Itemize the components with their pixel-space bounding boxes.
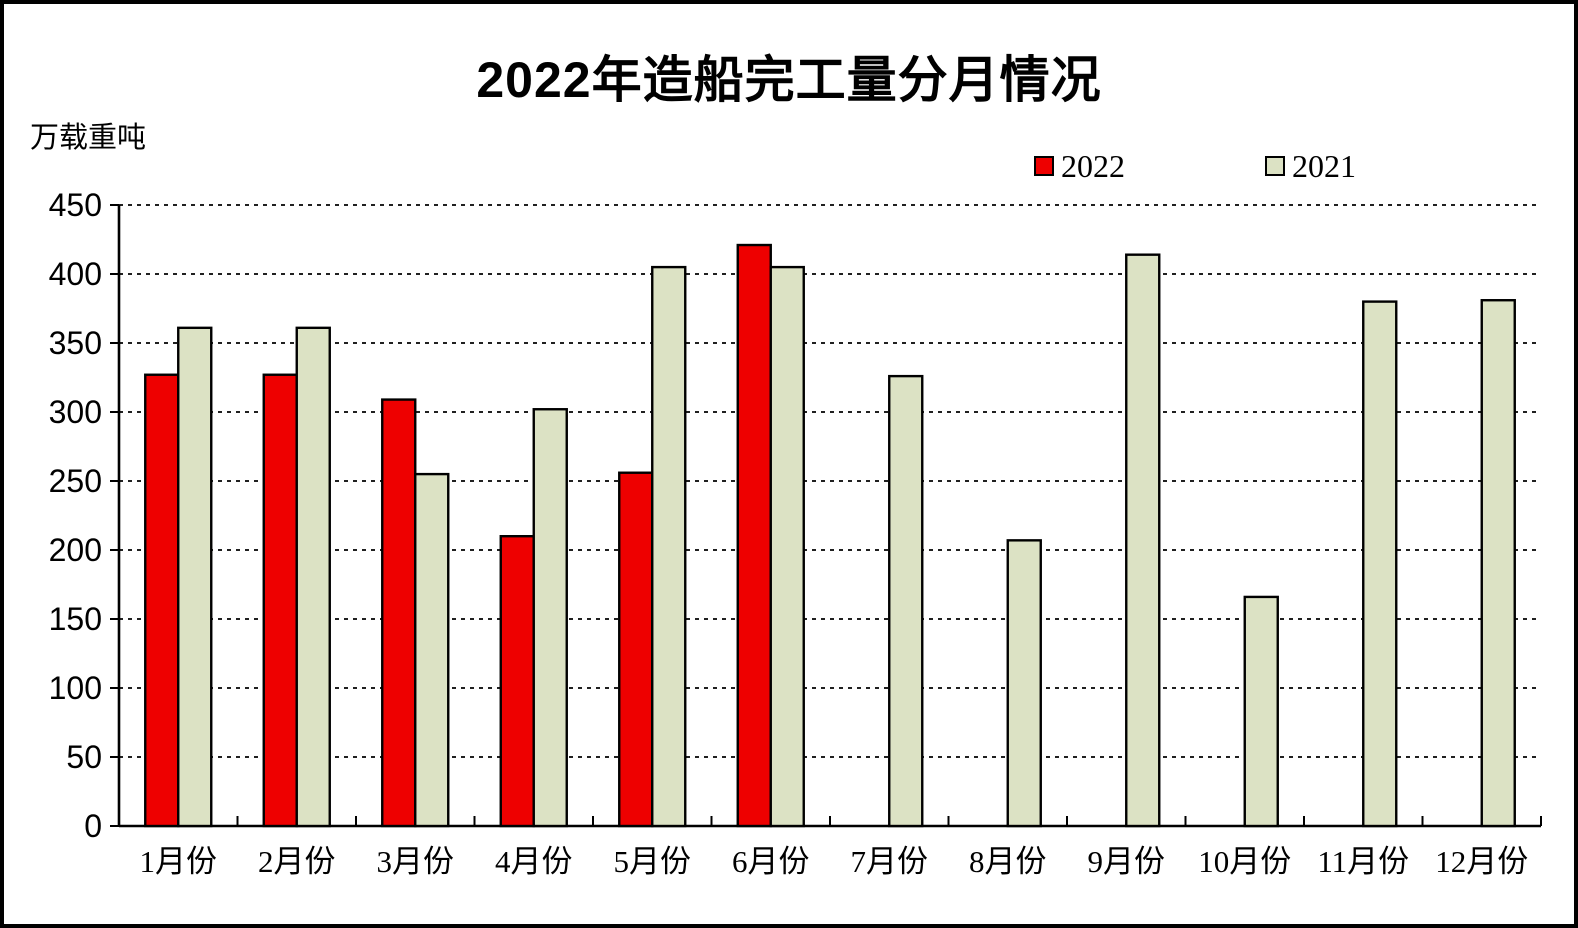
bar-2021-3月份 (414, 472, 450, 828)
x-axis-label-2月份: 2月份 (258, 844, 336, 879)
bar-2021-2月份 (295, 326, 331, 828)
x-axis-label-1月份: 1月份 (140, 844, 218, 879)
x-axis-label-12月份: 12月份 (1435, 844, 1528, 879)
bar-2021-10月份 (1243, 595, 1279, 828)
x-axis-label-10月份: 10月份 (1198, 844, 1291, 879)
x-axis-label-11月份: 11月份 (1317, 844, 1409, 879)
bar-2022-6月份 (736, 243, 772, 828)
legend: 2022 2021 (1034, 150, 1356, 182)
y-axis-label-250: 250 (49, 463, 102, 499)
y-axis-label-200: 200 (49, 532, 102, 568)
y-axis-label-400: 400 (49, 256, 102, 292)
bar-2021-11月份 (1362, 300, 1398, 828)
bar-2021-8月份 (1006, 539, 1042, 828)
legend-label-2021: 2021 (1292, 148, 1356, 184)
bar-2022-3月份 (381, 398, 417, 828)
y-axis-label-450: 450 (49, 187, 102, 223)
bar-2021-1月份 (177, 326, 213, 828)
x-axis-label-6月份: 6月份 (732, 844, 810, 879)
bar-2021-6月份 (769, 265, 805, 828)
legend-label-2022: 2022 (1061, 148, 1125, 184)
x-axis-label-8月份: 8月份 (969, 844, 1047, 879)
y-axis-unit-label: 万载重吨 (30, 122, 147, 154)
x-axis-label-5月份: 5月份 (614, 844, 692, 879)
bar-2022-5月份 (618, 471, 654, 828)
y-axis-label-150: 150 (49, 601, 102, 637)
bar-2021-5月份 (651, 265, 687, 828)
x-axis-label-3月份: 3月份 (377, 844, 455, 879)
bar-2021-12月份 (1480, 299, 1516, 828)
bar-2021-4月份 (532, 408, 568, 828)
y-axis-label-100: 100 (49, 670, 102, 706)
bar-2022-2月份 (262, 373, 298, 828)
x-axis-label-7月份: 7月份 (851, 844, 929, 879)
y-axis-label-50: 50 (66, 739, 102, 775)
x-axis-label-4月份: 4月份 (495, 844, 573, 879)
chart-title: 2022年造船完工量分月情况 (476, 52, 1102, 108)
x-axis-label-9月份: 9月份 (1088, 844, 1166, 879)
y-axis-label-350: 350 (49, 325, 102, 361)
legend-swatch-2022 (1034, 156, 1054, 176)
bar-2022-4月份 (499, 535, 535, 828)
legend-item-2021: 2021 (1265, 150, 1356, 182)
bar-2021-9月份 (1125, 253, 1161, 828)
bar-chart-plot: 0 50 100 150 200 250 300 350 400 450 1月份 2月份 3月份 4月份 5… (49, 187, 1542, 879)
legend-item-2022: 2022 (1034, 150, 1125, 182)
bar-2022-1月份 (144, 373, 180, 828)
y-axis-label-300: 300 (49, 394, 102, 430)
legend-swatch-2021 (1265, 156, 1285, 176)
y-axis-label-0: 0 (84, 808, 102, 844)
bar-2021-7月份 (888, 374, 924, 828)
